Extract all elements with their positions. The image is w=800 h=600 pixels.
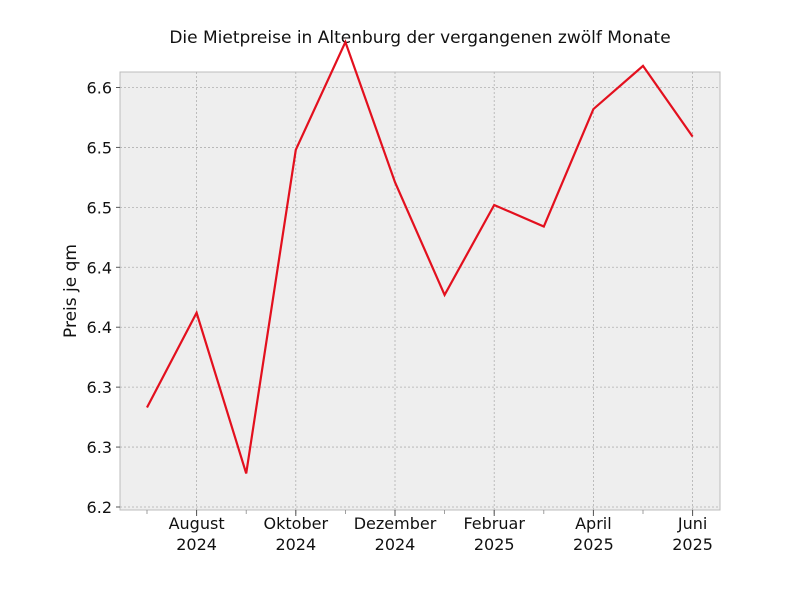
y-tick-label: 6.6 <box>87 79 112 98</box>
x-tick-label-month: Dezember <box>354 514 437 533</box>
y-tick-label: 6.4 <box>87 258 112 277</box>
x-tick-label-month: Juni <box>677 514 707 533</box>
y-tick-label: 6.2 <box>87 498 112 517</box>
y-tick-label: 6.5 <box>87 138 112 157</box>
y-tick-label: 6.3 <box>87 438 112 457</box>
x-tick-label-year: 2024 <box>176 535 217 554</box>
plot-area <box>119 39 721 511</box>
y-axis-label: Preis je qm <box>61 244 81 338</box>
series-group <box>146 39 694 474</box>
x-tick-label-month: Oktober <box>264 514 329 533</box>
chart-title: Die Mietpreise in Altenburg der vergange… <box>169 28 670 48</box>
x-tick-label-month: April <box>575 514 612 533</box>
y-axis-ticks: 6.2 6.3 6.3 6.4 6.4 6.5 6.5 6.6 <box>87 79 120 517</box>
x-tick-label-year: 2025 <box>573 535 614 554</box>
x-tick-label-month: Februar <box>463 514 525 533</box>
x-tick-label-year: 2024 <box>275 535 316 554</box>
y-tick-label: 6.4 <box>87 318 112 337</box>
x-gridlines <box>196 72 693 510</box>
x-tick-label-month: August <box>169 514 225 533</box>
series-line <box>146 39 694 474</box>
plot-background <box>119 71 721 511</box>
x-tick-label-year: 2025 <box>474 535 515 554</box>
y-tick-label: 6.3 <box>87 378 112 397</box>
x-tick-label-year: 2024 <box>375 535 416 554</box>
x-axis-ticks: August 2024 Oktober 2024 Dezember 2024 Februar… <box>146 510 713 554</box>
x-tick-label-year: 2025 <box>672 535 713 554</box>
y-tick-label: 6.5 <box>87 198 112 217</box>
